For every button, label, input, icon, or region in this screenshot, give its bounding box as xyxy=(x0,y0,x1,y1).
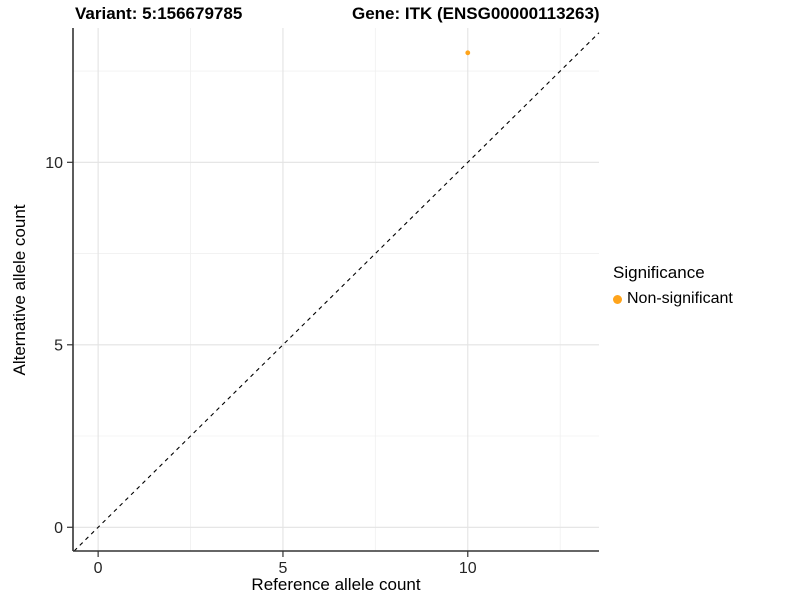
legend-items: Non-significant xyxy=(613,290,733,308)
legend-point-swatch xyxy=(613,294,622,304)
x-tick-label: 10 xyxy=(459,560,477,577)
x-axis-title: Reference allele count xyxy=(251,575,421,594)
y-tick-label: 5 xyxy=(54,337,63,354)
x-tick-label: 5 xyxy=(279,560,288,577)
variant-title: Variant: 5:156679785 xyxy=(75,4,243,23)
x-tick-label: 0 xyxy=(94,560,103,577)
legend: Significance Non-significant xyxy=(613,263,733,308)
legend-item: Non-significant xyxy=(613,290,733,308)
y-tick-label: 10 xyxy=(45,155,63,172)
y-axis-title: Alternative allele count xyxy=(10,204,29,376)
gene-title: Gene: ITK (ENSG00000113263) xyxy=(352,4,600,23)
y-tick-label: 0 xyxy=(54,520,63,537)
identity-dashed-line xyxy=(73,32,600,552)
data-point xyxy=(465,50,471,56)
legend-item-label: Non-significant xyxy=(627,290,733,307)
legend-title: Significance xyxy=(613,263,705,282)
